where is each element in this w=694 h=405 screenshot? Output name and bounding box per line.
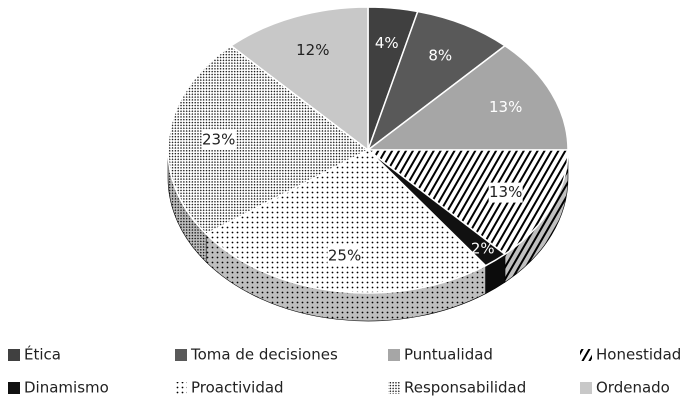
label-bg (201, 129, 236, 150)
label-bg (327, 245, 362, 266)
slice-side-shade (168, 150, 207, 263)
data-label: 4% (375, 34, 399, 52)
slice (365, 44, 569, 151)
slice (365, 149, 569, 256)
slice (366, 10, 507, 153)
legend-label: Dinamismo (24, 379, 109, 397)
legend-label: Proactividad (191, 379, 284, 397)
legend-label: Ordenado (596, 379, 670, 397)
legend-swatch (388, 349, 400, 361)
data-label: 23% (202, 130, 235, 148)
data-label: 2% (471, 240, 495, 258)
data-label: 25% (328, 246, 361, 264)
legend-label: Responsabilidad (404, 379, 526, 397)
data-label: 8% (428, 47, 452, 65)
label-bg (488, 182, 523, 203)
legend-swatch (388, 382, 400, 394)
data-label: 12% (296, 41, 329, 59)
slice (229, 6, 369, 152)
legend-swatch (580, 382, 592, 394)
slice-side-shade (485, 254, 505, 294)
legend-swatch (580, 349, 592, 361)
slice (167, 44, 370, 235)
data-label: 13% (489, 183, 522, 201)
slice (204, 149, 487, 294)
legend-swatch (8, 382, 20, 394)
legend-swatch (175, 382, 187, 394)
legend-swatch (8, 349, 20, 361)
legend-label: Honestidad (596, 346, 681, 364)
legend-swatch (175, 349, 187, 361)
legend-label: Puntualidad (404, 346, 493, 364)
legend-label: Ética (24, 345, 61, 364)
slice-side-shade (206, 234, 486, 321)
legend-label: Toma de decisiones (190, 346, 338, 364)
slice-side-shade (504, 150, 568, 283)
data-label: 13% (489, 98, 522, 116)
